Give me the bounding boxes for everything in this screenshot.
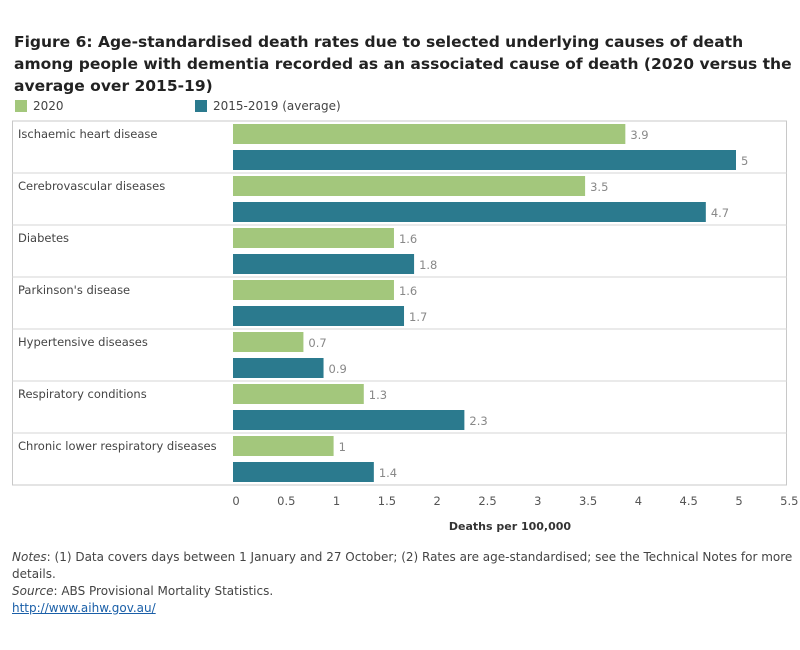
x-tick-label: 5.5 xyxy=(780,494,798,508)
value-label: 3.9 xyxy=(630,128,648,142)
x-tick-label: 1 xyxy=(333,494,340,508)
category-label: Ischaemic heart disease xyxy=(18,127,157,141)
bar-2015-2019 xyxy=(233,150,736,170)
category-label: Parkinson's disease xyxy=(18,283,130,297)
legend-swatch-2020 xyxy=(15,100,27,112)
value-label: 1.8 xyxy=(419,258,437,272)
value-label: 0.9 xyxy=(329,362,347,376)
value-label: 4.7 xyxy=(711,206,729,220)
x-tick-label: 0 xyxy=(232,494,239,508)
bar-chart: Ischaemic heart disease 3.9 5 Cerebrovascul… xyxy=(12,120,798,533)
bar-2020 xyxy=(233,176,586,196)
bar-2020 xyxy=(233,384,364,404)
value-label: 1 xyxy=(339,440,346,454)
bar-2015-2019 xyxy=(233,462,374,482)
legend-item-2020[interactable]: 2020 xyxy=(15,99,64,113)
legend-label-2015-2019: 2015-2019 (average) xyxy=(213,99,341,113)
value-label: 0.7 xyxy=(308,336,326,350)
value-label: 2.3 xyxy=(469,414,487,428)
x-tick-label: 1.5 xyxy=(378,494,396,508)
bar-2015-2019 xyxy=(233,410,465,430)
bar-2015-2019 xyxy=(233,254,415,274)
x-tick-label: 5 xyxy=(735,494,742,508)
category-label: Cerebrovascular diseases xyxy=(18,179,165,193)
legend-swatch-2015-2019 xyxy=(195,100,207,112)
bar-2020 xyxy=(233,124,626,144)
category-label: Chronic lower respiratory diseases xyxy=(18,439,217,453)
x-tick-label: 4.5 xyxy=(680,494,698,508)
x-tick-label: 4 xyxy=(635,494,642,508)
aihw-link[interactable]: http://www.aihw.gov.au/ xyxy=(12,601,156,615)
bar-2020 xyxy=(233,228,394,248)
x-tick-label: 3 xyxy=(534,494,541,508)
value-label: 5 xyxy=(741,154,748,168)
bar-2020 xyxy=(233,332,304,352)
legend-item-2015-2019[interactable]: 2015-2019 (average) xyxy=(195,99,341,113)
bar-2015-2019 xyxy=(233,306,405,326)
bar-2015-2019 xyxy=(233,202,706,222)
category-label: Respiratory conditions xyxy=(18,387,147,401)
x-tick-label: 0.5 xyxy=(277,494,295,508)
x-tick-label: 2 xyxy=(434,494,441,508)
x-tick-label: 3.5 xyxy=(579,494,597,508)
notes-label: Notes xyxy=(12,550,47,564)
x-axis-title: Deaths per 100,000 xyxy=(449,520,572,533)
value-label: 1.6 xyxy=(399,284,417,298)
legend-label-2020: 2020 xyxy=(33,99,64,113)
bar-2020 xyxy=(233,436,334,456)
chart-notes: Notes: (1) Data covers days between 1 Ja… xyxy=(12,549,800,617)
bar-2015-2019 xyxy=(233,358,324,378)
value-label: 3.5 xyxy=(590,180,608,194)
source-text: : ABS Provisional Mortality Statistics. xyxy=(53,584,274,598)
value-label: 1.4 xyxy=(379,466,397,480)
value-label: 1.7 xyxy=(409,310,427,324)
category-label: Hypertensive diseases xyxy=(18,335,148,349)
value-label: 1.3 xyxy=(369,388,387,402)
category-label: Diabetes xyxy=(18,231,69,245)
notes-text: : (1) Data covers days between 1 January… xyxy=(12,550,793,581)
chart-title: Figure 6: Age-standardised death rates d… xyxy=(14,33,792,95)
source-label: Source xyxy=(12,584,54,598)
x-tick-label: 2.5 xyxy=(478,494,496,508)
value-label: 1.6 xyxy=(399,232,417,246)
bar-2020 xyxy=(233,280,394,300)
